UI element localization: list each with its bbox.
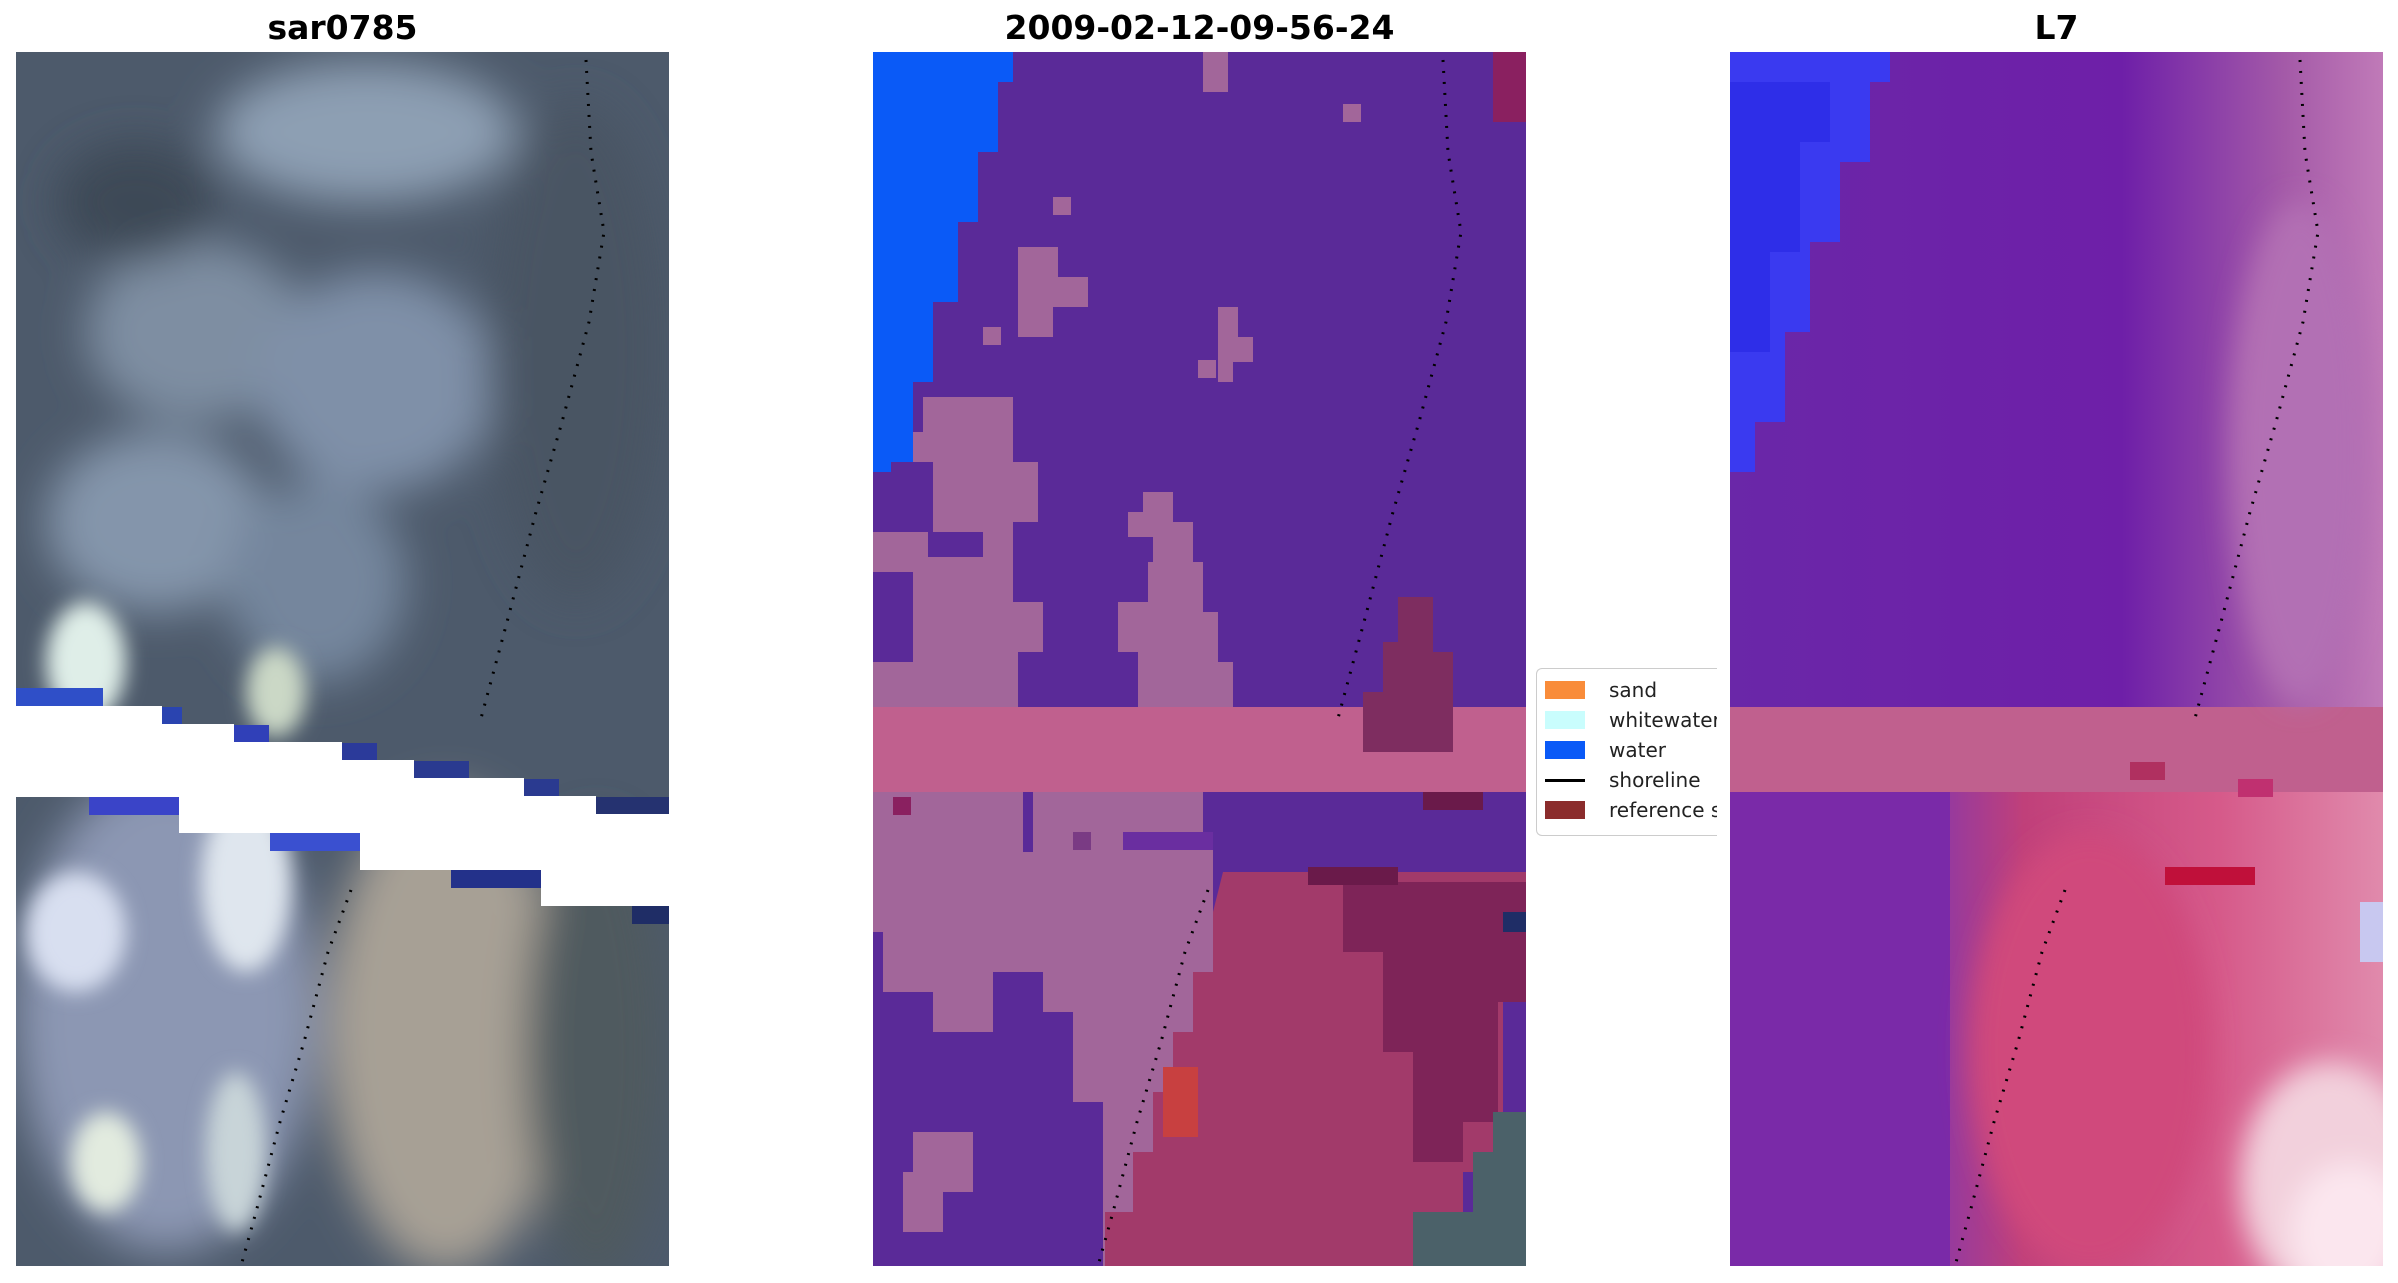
legend-item-water: water: [1545, 737, 1666, 763]
rgb-satellite-image: [16, 52, 669, 1266]
legend-label-reference: reference sh: [1609, 798, 1717, 822]
legend: sand whitewater water shoreline referenc…: [1536, 668, 1717, 836]
classification-image: [873, 52, 1526, 1266]
legend-item-reference: reference sh: [1545, 797, 1717, 823]
panel-title-rgb: sar0785: [267, 8, 418, 47]
legend-label-water: water: [1609, 738, 1666, 762]
legend-item-whitewater: whitewater: [1545, 707, 1717, 733]
legend-swatch-reference: [1545, 801, 1585, 819]
panel-title-classification: 2009-02-12-09-56-24: [1004, 8, 1395, 47]
legend-item-shoreline: shoreline: [1545, 767, 1701, 793]
legend-label-whitewater: whitewater: [1609, 708, 1717, 732]
l7-image: [1730, 52, 2383, 1266]
panel-title-l7: L7: [2034, 8, 2079, 47]
legend-swatch-whitewater: [1545, 711, 1585, 729]
legend-label-shoreline: shoreline: [1609, 768, 1701, 792]
legend-swatch-sand: [1545, 681, 1585, 699]
legend-item-sand: sand: [1545, 677, 1657, 703]
legend-line-shoreline: [1545, 778, 1585, 782]
legend-swatch-water: [1545, 741, 1585, 759]
legend-label-sand: sand: [1609, 678, 1658, 702]
